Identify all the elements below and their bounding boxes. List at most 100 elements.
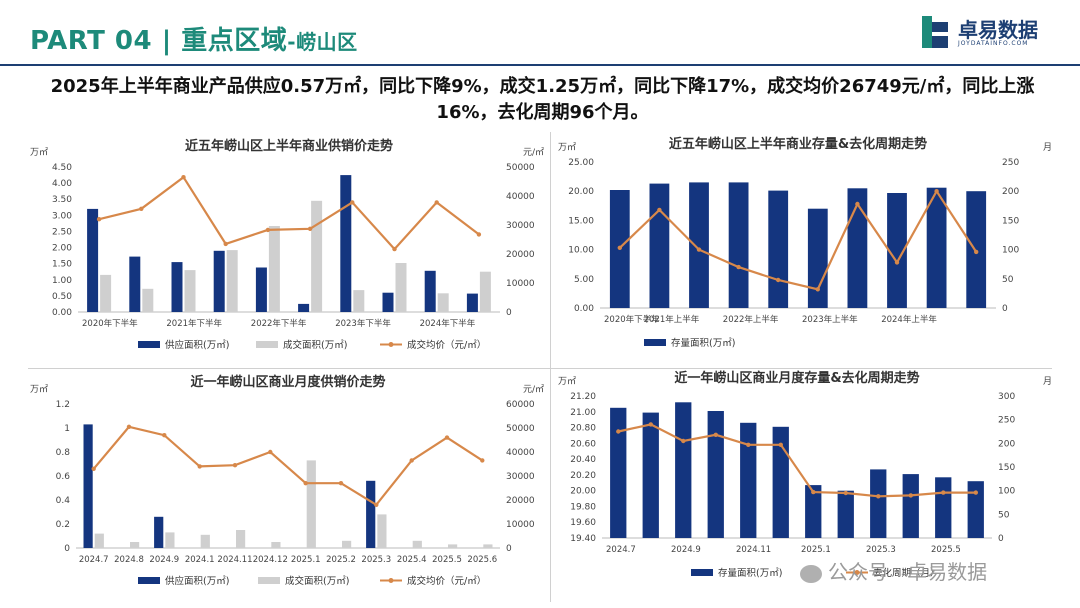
left-tick-label: 21.20: [570, 392, 596, 402]
line-point: [434, 200, 439, 205]
line-point: [96, 217, 102, 222]
line-point: [392, 246, 397, 252]
chart-title: 近一年崂山区商业月度供销价走势: [190, 374, 385, 390]
section-label: 重点区域: [181, 26, 288, 56]
line-point: [268, 449, 273, 455]
legend-marker: [854, 570, 860, 575]
x-tick-label: 2025.3: [866, 545, 896, 555]
left-tick-label: 19.40: [570, 534, 596, 544]
x-tick-label: 2024.9: [671, 545, 701, 555]
line-point: [681, 438, 686, 444]
left-tick-label: 5.00: [574, 275, 594, 285]
left-tick-label: 4.50: [52, 163, 72, 173]
left-tick-label: 20.40: [570, 455, 596, 465]
x-tick-label: 2022年下半年: [251, 318, 307, 329]
part-label: PART 04: [30, 26, 153, 56]
line-point: [338, 481, 344, 486]
bar-primary: [837, 490, 854, 538]
left-tick-label: 20.20: [570, 471, 596, 481]
legend-label: 存量面积(万㎡): [671, 337, 735, 349]
right-tick-label: 200: [1002, 187, 1019, 197]
x-tick-label: 2021年下半年: [166, 318, 222, 329]
bar-primary: [967, 481, 984, 538]
left-tick-label: 0: [64, 544, 70, 554]
line-point: [696, 247, 702, 252]
right-tick-label: 150: [1002, 216, 1019, 226]
bar-secondary: [200, 534, 210, 548]
bar-primary: [728, 182, 749, 308]
right-tick-label: 40000: [506, 448, 535, 458]
line-point: [480, 458, 485, 463]
bar-primary: [87, 208, 99, 312]
x-tick-label: 2025.6: [467, 555, 497, 565]
x-tick-label: 2025.5: [432, 555, 462, 565]
left-tick-label: 1.00: [52, 276, 72, 286]
line-point: [197, 464, 202, 469]
line-point: [409, 458, 414, 463]
legend-swatch: [138, 341, 160, 348]
left-tick-label: 19.80: [570, 502, 596, 512]
right-tick-label: 40000: [506, 192, 535, 202]
bar-primary: [772, 426, 789, 538]
bar-primary: [870, 469, 887, 538]
bar-primary: [298, 303, 310, 312]
left-tick-label: 0.8: [56, 448, 71, 458]
right-tick-label: 250: [1002, 158, 1019, 168]
title-separator: |: [161, 26, 172, 56]
left-axis-unit: 万㎡: [30, 384, 48, 395]
left-tick-label: 0.00: [52, 308, 72, 318]
line-point: [746, 442, 751, 447]
x-tick-label: 2024.11: [217, 555, 252, 565]
legend-swatch: [691, 569, 713, 576]
x-tick-label: 2023年上半年: [802, 314, 858, 325]
bar-secondary: [311, 200, 323, 312]
horizontal-divider: [28, 368, 1052, 369]
bar-secondary: [448, 544, 458, 548]
watermark-text: 公众号 · 卓易数据: [828, 560, 988, 584]
x-tick-label: 2025.4: [397, 555, 427, 565]
line-point: [139, 206, 144, 211]
legend-swatch: [258, 577, 280, 584]
bar-primary: [649, 183, 670, 308]
chart-five-year-stock-absorption: 近五年崂山区上半年商业存量&去化周期走势 万㎡ 月 0.00 5.00 10.00 15.0…: [558, 136, 1052, 349]
bar-primary: [847, 188, 868, 308]
left-axis-unit: 万㎡: [30, 147, 48, 158]
bar-secondary: [412, 540, 422, 548]
bar-secondary: [342, 540, 352, 548]
left-tick-label: 4.00: [52, 179, 72, 189]
legend-marker: [388, 578, 394, 583]
bar-secondary: [377, 514, 387, 548]
right-tick-label: 200: [998, 439, 1015, 449]
left-tick-label: 1.50: [52, 260, 72, 270]
left-tick-label: 20.60: [570, 439, 596, 449]
left-tick-label: 0.00: [574, 304, 594, 314]
line-point: [974, 249, 979, 255]
line-point: [776, 277, 781, 283]
right-axis-unit: 元/㎡: [523, 147, 544, 158]
x-tick-label: 2025.2: [326, 555, 356, 565]
chart-title: 近五年崂山区上半年商业供销价走势: [185, 138, 393, 154]
bar-primary: [707, 411, 724, 538]
line-point: [616, 429, 621, 434]
legend-marker: [388, 342, 394, 347]
x-tick-label: 2020年下半年: [82, 318, 138, 329]
right-tick-label: 20000: [506, 250, 535, 260]
right-tick-label: 10000: [506, 279, 535, 289]
line-point: [476, 232, 482, 237]
right-tick-label: 150: [998, 463, 1015, 473]
bar-secondary: [306, 460, 316, 548]
bar-primary: [675, 402, 692, 538]
bar-secondary: [479, 271, 491, 312]
left-tick-label: 20.80: [570, 424, 596, 434]
x-tick-label: 2025.1: [291, 555, 321, 565]
bar-secondary: [100, 274, 112, 312]
left-tick-label: 20.00: [570, 487, 596, 497]
x-tick-label: 2024.11: [736, 545, 771, 555]
line-point: [973, 490, 978, 495]
bar-secondary: [268, 226, 280, 312]
x-tick-label: 2024.1: [185, 555, 215, 565]
left-tick-label: 0.2: [56, 520, 70, 530]
x-tick-label: 2024.7: [79, 555, 109, 565]
line-point: [736, 264, 741, 270]
